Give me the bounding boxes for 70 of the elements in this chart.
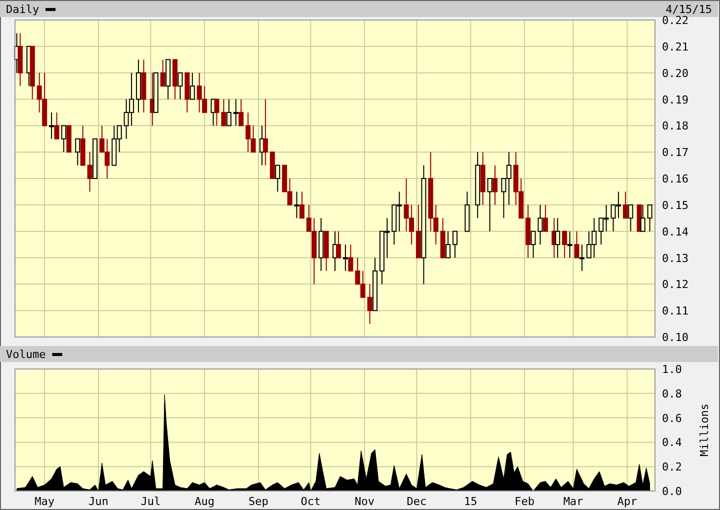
x-tick-label: Sep [248, 495, 268, 508]
candlestick [275, 164, 280, 192]
candlestick [233, 98, 238, 126]
x-tick-label: Nov [354, 495, 375, 508]
x-tick-label: Aug [194, 495, 215, 508]
y-tick-label: 0.4 [662, 436, 682, 450]
candlestick [647, 204, 652, 232]
x-tick-label: Mar [563, 495, 584, 508]
y-tick-label: 0.16 [662, 172, 688, 186]
candlestick [640, 204, 646, 232]
candlestick [299, 191, 304, 219]
y-tick-label: 0.22 [662, 14, 688, 27]
candlestick [75, 138, 80, 166]
y-tick-label: 0.8 [662, 387, 682, 400]
candlestick [54, 112, 60, 140]
candlestick [49, 112, 54, 140]
y-tick-label: 0.14 [662, 225, 689, 238]
y-tick-label: 0.18 [662, 120, 688, 133]
candlestick [622, 191, 628, 219]
candlestick [574, 230, 580, 258]
y-tick-label: 1.0 [662, 363, 682, 376]
y-axis-title: Millions [698, 404, 711, 456]
y-tick-label: 0.2 [662, 460, 682, 474]
candlestick [628, 204, 634, 232]
candlestick [178, 72, 183, 100]
candlestick [221, 98, 226, 126]
candlestick [294, 191, 300, 219]
y-tick-label: 0.21 [662, 40, 688, 54]
candlestick [555, 218, 560, 258]
candlestick [262, 98, 268, 166]
x-tick-label: Feb [514, 495, 535, 508]
x-tick-label: Oct [300, 495, 321, 508]
candlestick [542, 204, 548, 232]
candlestick [342, 244, 348, 272]
candlestick [367, 284, 372, 324]
candlestick [487, 178, 492, 232]
x-tick-label: Jul [140, 495, 161, 508]
y-tick-label: 0.17 [662, 146, 688, 160]
candlestick [446, 230, 451, 258]
candlestick [492, 164, 498, 206]
candlestick [61, 125, 66, 153]
x-tick-label: May [34, 495, 55, 508]
y-tick-label: 0.15 [662, 198, 688, 212]
candlestick [87, 152, 92, 192]
x-tick-label: Dec [406, 495, 427, 508]
y-tick-label: 0.13 [662, 252, 688, 265]
y-tick-label: 0.11 [662, 304, 688, 318]
y-tick-label: 0.12 [662, 278, 688, 292]
candlestick [190, 72, 195, 100]
y-tick-label: 0.20 [662, 66, 688, 80]
candlestick [214, 98, 220, 126]
chart-title: Daily [6, 3, 40, 16]
candlestick [562, 230, 568, 258]
x-tick-label: Jun [88, 495, 108, 508]
y-tick-label: 0.19 [662, 93, 688, 106]
candlestick [238, 98, 244, 126]
text: 4/15/15 [666, 3, 712, 16]
candlestick [160, 59, 166, 87]
candlestick [452, 230, 458, 258]
candlestick [336, 230, 341, 258]
x-tick-label: Apr [617, 495, 638, 508]
candlestick [348, 244, 354, 272]
candlestick [226, 98, 232, 126]
x-tick-label: 15 [464, 495, 478, 508]
candlestick [579, 244, 584, 272]
y-tick-label: 0.10 [662, 331, 688, 344]
chart-title: Volume [6, 348, 46, 361]
y-tick-label: 0.0 [662, 485, 682, 498]
y-tick-label: 0.6 [662, 412, 682, 425]
candlestick [567, 230, 572, 258]
